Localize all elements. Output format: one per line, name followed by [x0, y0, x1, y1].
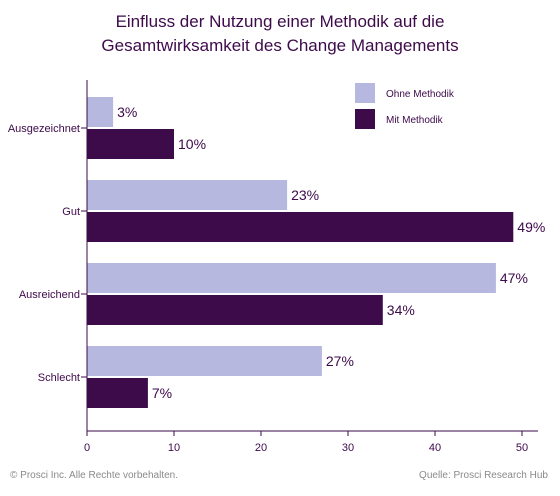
chart-title-line-2: Gesamtwirksamkeit des Change Managements	[101, 36, 459, 55]
bar-mit-ausgezeichnet	[87, 129, 174, 159]
legend-swatch-ohne	[355, 83, 375, 103]
bar-mit-gut	[87, 212, 514, 242]
x-tick-label-0: 0	[84, 442, 90, 454]
legend-label-mit: Mit Methodik	[386, 115, 444, 126]
value-label-mit-ausreichend: 34%	[387, 302, 415, 318]
value-label-mit-ausgezeichnet: 10%	[178, 136, 206, 152]
x-tick-label-20: 20	[255, 442, 267, 454]
value-label-ohne-gut: 23%	[291, 187, 319, 203]
legend-swatch-mit	[355, 109, 375, 129]
bar-mit-ausreichend	[87, 295, 383, 325]
category-label-ausgezeichnet: Ausgezeichnet	[8, 123, 80, 135]
legend-label-ohne: Ohne Methodik	[386, 89, 455, 100]
bar-ohne-ausgezeichnet	[87, 97, 114, 127]
category-label-schlecht: Schlecht	[38, 372, 80, 384]
value-label-mit-schlecht: 7%	[152, 385, 172, 401]
x-tick-label-50: 50	[516, 442, 528, 454]
bar-ohne-schlecht	[87, 346, 322, 376]
x-tick-label-30: 30	[342, 442, 354, 454]
x-tick-label-10: 10	[168, 442, 180, 454]
source-footer: Quelle: Prosci Research Hub	[419, 470, 548, 481]
copyright-footer: © Prosci Inc. Alle Rechte vorbehalten.	[10, 470, 179, 481]
value-label-mit-gut: 49%	[517, 219, 545, 235]
bar-mit-schlecht	[87, 378, 148, 408]
value-label-ohne-ausgezeichnet: 3%	[117, 104, 137, 120]
category-label-ausreichend: Ausreichend	[19, 289, 80, 301]
chart-title-line-1: Einfluss der Nutzung einer Methodik auf …	[115, 12, 445, 31]
value-label-ohne-ausreichend: 47%	[500, 270, 528, 286]
category-label-gut: Gut	[62, 206, 80, 218]
bar-ohne-gut	[87, 180, 288, 210]
x-tick-label-40: 40	[429, 442, 441, 454]
value-label-ohne-schlecht: 27%	[326, 353, 354, 369]
bar-ohne-ausreichend	[87, 263, 496, 293]
